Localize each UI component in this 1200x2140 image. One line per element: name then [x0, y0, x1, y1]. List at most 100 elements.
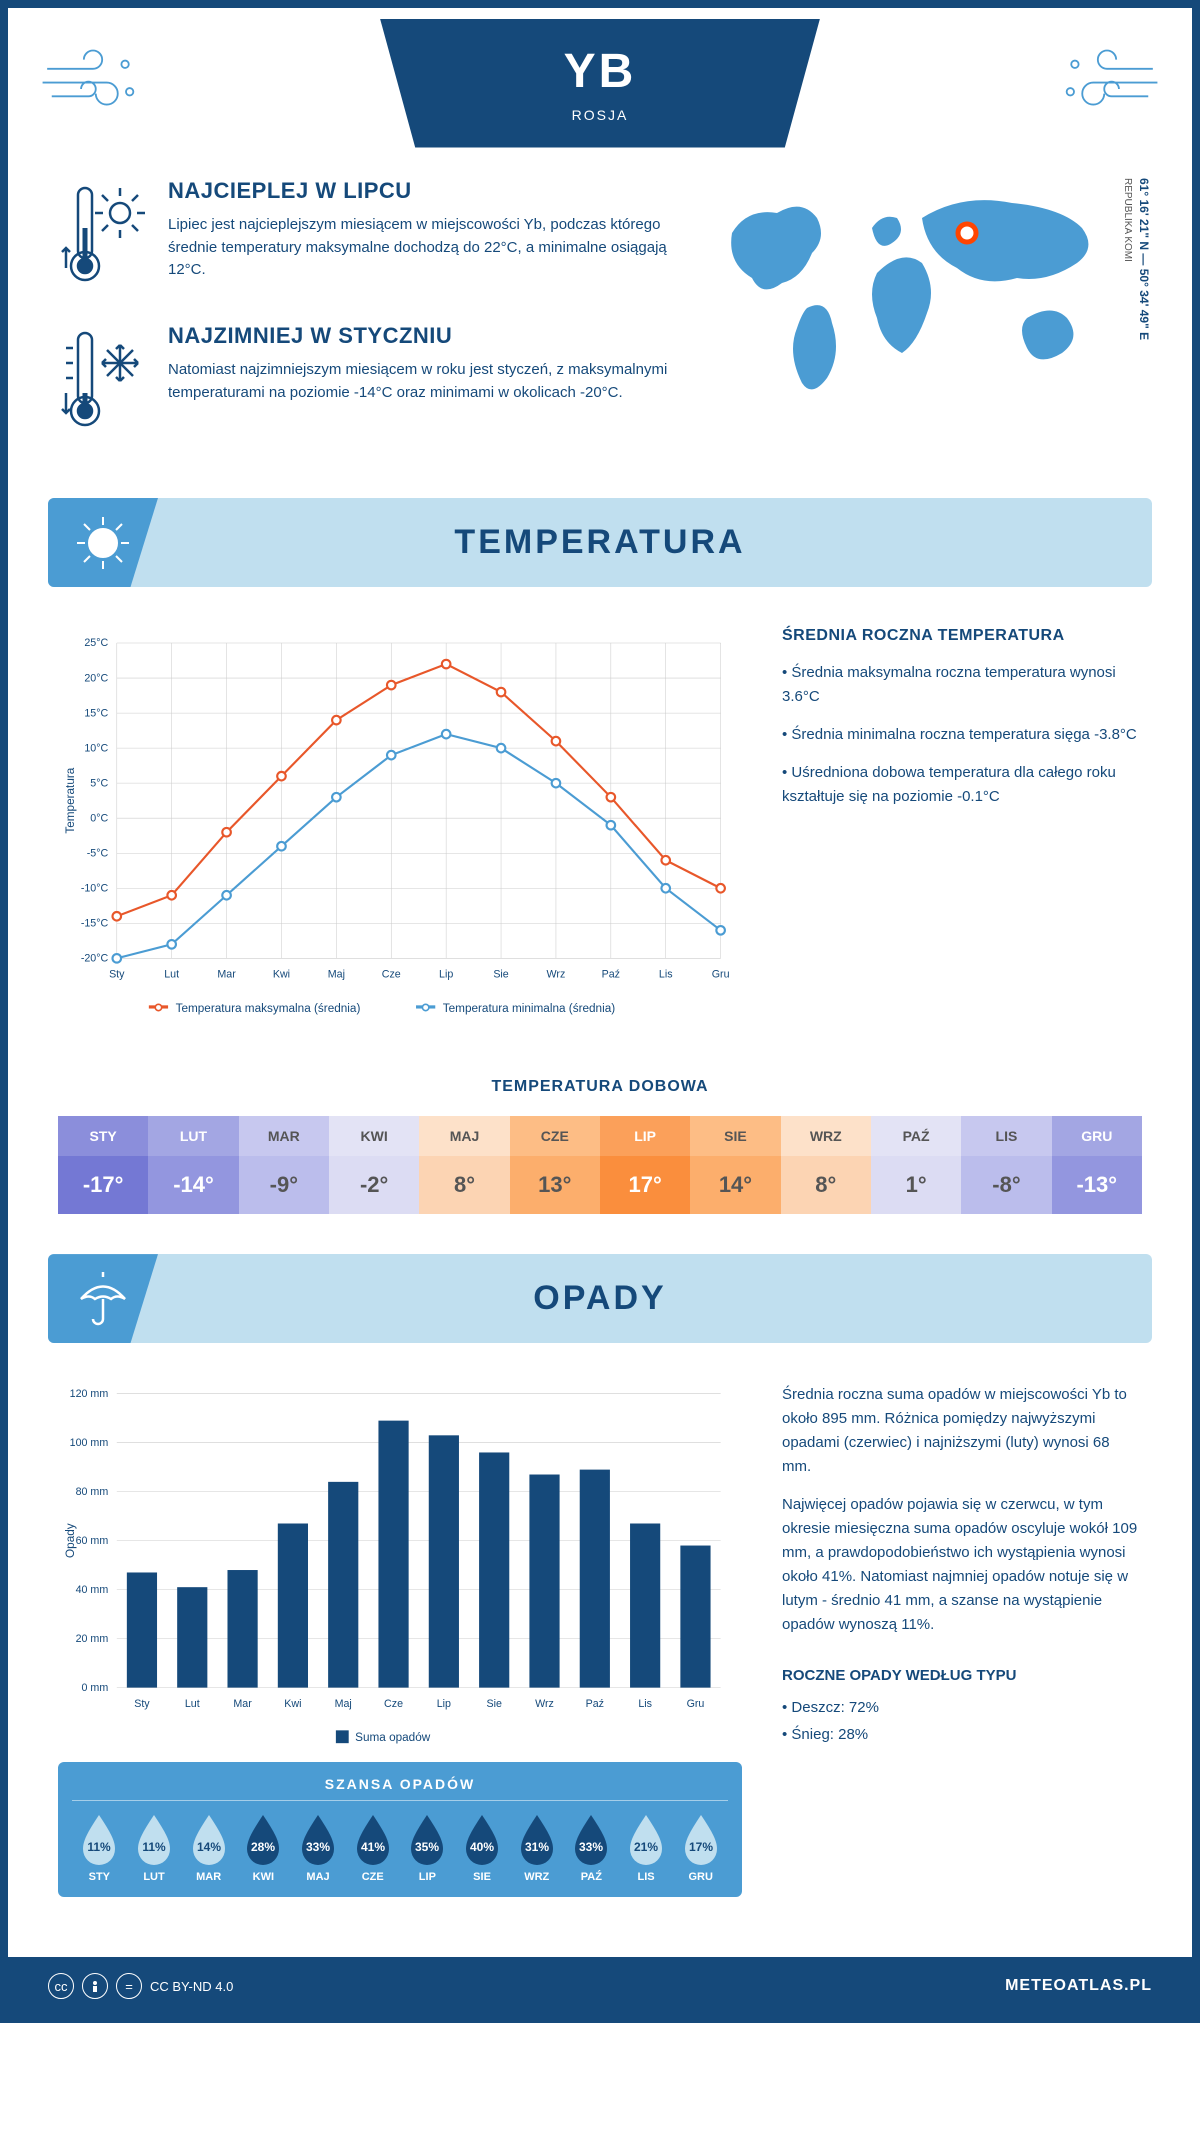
cc-icon: cc: [48, 1973, 74, 1999]
temp-cell: STY-17°: [58, 1116, 148, 1214]
temperature-title: TEMPERATURA: [73, 523, 1127, 562]
precipitation-chart-column: 0 mm20 mm40 mm60 mm80 mm100 mm120 mmStyL…: [58, 1383, 742, 1897]
chance-month: KWI: [236, 1871, 291, 1883]
svg-text:40%: 40%: [470, 1840, 494, 1854]
svg-text:Maj: Maj: [328, 969, 345, 981]
svg-text:60 mm: 60 mm: [76, 1535, 109, 1547]
precipitation-text-column: Średnia roczna suma opadów w miejscowośc…: [782, 1383, 1142, 1897]
drop-icon: 31%: [515, 1811, 559, 1865]
temp-cell-month: LIP: [600, 1116, 690, 1156]
thermometer-cold-icon: [58, 323, 148, 438]
warmest-text: Lipiec jest najcieplejszym miesiącem w m…: [168, 214, 672, 282]
yearly-item: • Śnieg: 28%: [782, 1721, 1142, 1748]
precipitation-title: OPADY: [73, 1279, 1127, 1318]
region-name: REPUBLIKA KOMI: [1122, 178, 1133, 262]
chance-month: LUT: [127, 1871, 182, 1883]
chance-month: CZE: [345, 1871, 400, 1883]
avg-bullet: • Uśredniona dobowa temperatura dla całe…: [782, 761, 1142, 809]
precip-text-2: Najwięcej opadów pojawia się w czerwcu, …: [782, 1493, 1142, 1637]
svg-text:Gru: Gru: [712, 969, 730, 981]
svg-text:10°C: 10°C: [84, 742, 108, 754]
svg-text:0 mm: 0 mm: [82, 1682, 109, 1694]
country-subtitle: ROSJA: [460, 107, 740, 123]
svg-text:-20°C: -20°C: [81, 953, 109, 965]
avg-bullets-list: • Średnia maksymalna roczna temperatura …: [782, 661, 1142, 809]
chance-drop: 40%SIE: [455, 1811, 510, 1883]
temp-cell-month: MAR: [239, 1116, 329, 1156]
svg-text:Sty: Sty: [109, 969, 125, 981]
drop-icon: 40%: [460, 1811, 504, 1865]
chance-month: MAJ: [291, 1871, 346, 1883]
temp-cell: GRU-13°: [1052, 1116, 1142, 1214]
drop-icon: 11%: [132, 1811, 176, 1865]
svg-text:120 mm: 120 mm: [70, 1388, 109, 1400]
svg-text:Lut: Lut: [185, 1698, 200, 1710]
temp-cell: LIP17°: [600, 1116, 690, 1214]
yearly-precip-title: ROCZNE OPADY WEDŁUG TYPU: [782, 1667, 1142, 1684]
chance-panel: SZANSA OPADÓW 11%STY11%LUT14%MAR28%KWI33…: [58, 1762, 742, 1897]
temp-cell-month: LUT: [148, 1116, 238, 1156]
temp-cell: LIS-8°: [961, 1116, 1051, 1214]
chance-month: PAŹ: [564, 1871, 619, 1883]
temp-cell: KWI-2°: [329, 1116, 419, 1214]
svg-text:Temperatura maksymalna (średni: Temperatura maksymalna (średnia): [176, 1002, 361, 1015]
svg-text:Sty: Sty: [134, 1698, 150, 1710]
wind-icon-right: [1052, 38, 1162, 123]
chance-month: LIP: [400, 1871, 455, 1883]
chance-title: SZANSA OPADÓW: [72, 1776, 728, 1801]
latitude: 61° 16' 21" N: [1137, 178, 1151, 250]
svg-text:31%: 31%: [525, 1840, 549, 1854]
temp-cell-month: LIS: [961, 1116, 1051, 1156]
drop-icon: 28%: [241, 1811, 285, 1865]
coordinates: 61° 16' 21" N — 50° 34' 49" E REPUBLIKA …: [1118, 178, 1152, 340]
temp-cell: MAR-9°: [239, 1116, 329, 1214]
chance-drop: 33% PAŹ: [564, 1811, 619, 1883]
chance-drop: 21%LIS: [619, 1811, 674, 1883]
coldest-text: Natomiast najzimniejszym miesiącem w rok…: [168, 359, 672, 404]
svg-text:Cze: Cze: [384, 1698, 403, 1710]
svg-text:-5°C: -5°C: [87, 847, 109, 859]
drop-icon: 33%: [296, 1811, 340, 1865]
longitude: 50° 34' 49" E: [1137, 269, 1151, 340]
drop-icon: 11%: [77, 1811, 121, 1865]
svg-text:25°C: 25°C: [84, 637, 108, 649]
site-name: METEOATLAS.PL: [1005, 1977, 1152, 1995]
svg-text:Lip: Lip: [437, 1698, 451, 1710]
temp-cell: PAŹ1°: [871, 1116, 961, 1214]
drop-icon: 33%: [569, 1811, 613, 1865]
svg-text:Opady: Opady: [64, 1523, 77, 1558]
temp-cell-value: 1°: [871, 1156, 961, 1214]
svg-text:Mar: Mar: [233, 1698, 252, 1710]
intro-section: NAJCIEPLEJ W LIPCU Lipiec jest najcieple…: [8, 158, 1192, 488]
svg-text:28%: 28%: [251, 1840, 275, 1854]
temp-cell: MAJ8°: [419, 1116, 509, 1214]
chance-drop: 17%GRU: [673, 1811, 728, 1883]
svg-text:Paź: Paź: [586, 1698, 604, 1710]
svg-text:80 mm: 80 mm: [76, 1486, 109, 1498]
drop-icon: 21%: [624, 1811, 668, 1865]
svg-text:11%: 11%: [88, 1840, 112, 1854]
svg-text:100 mm: 100 mm: [70, 1437, 109, 1449]
chance-month: GRU: [673, 1871, 728, 1883]
svg-text:41%: 41%: [361, 1840, 385, 1854]
chance-month: WRZ: [509, 1871, 564, 1883]
temp-cell-value: -13°: [1052, 1156, 1142, 1214]
svg-text:Kwi: Kwi: [284, 1698, 301, 1710]
temp-cell-value: -8°: [961, 1156, 1051, 1214]
svg-text:21%: 21%: [634, 1840, 658, 1854]
license-block: cc = CC BY-ND 4.0: [48, 1973, 233, 1999]
precip-text-1: Średnia roczna suma opadów w miejscowośc…: [782, 1383, 1142, 1479]
temp-cell-month: WRZ: [781, 1116, 871, 1156]
daily-temperature-strip: STY-17°LUT-14°MAR-9°KWI-2°MAJ8°CZE13°LIP…: [58, 1116, 1142, 1214]
svg-text:20 mm: 20 mm: [76, 1633, 109, 1645]
temp-cell: SIE14°: [690, 1116, 780, 1214]
warmest-block: NAJCIEPLEJ W LIPCU Lipiec jest najcieple…: [58, 178, 672, 293]
temperature-text-column: ŚREDNIA ROCZNA TEMPERATURA • Średnia mak…: [782, 627, 1142, 1038]
temp-cell-month: PAŹ: [871, 1116, 961, 1156]
svg-text:Wrz: Wrz: [535, 1698, 554, 1710]
chance-month: MAR: [181, 1871, 236, 1883]
svg-text:Maj: Maj: [335, 1698, 352, 1710]
svg-text:14%: 14%: [197, 1840, 221, 1854]
temperature-chart-column: -20°C-15°C-10°C-5°C0°C5°C10°C15°C20°C25°…: [58, 627, 742, 1038]
temp-cell-month: SIE: [690, 1116, 780, 1156]
